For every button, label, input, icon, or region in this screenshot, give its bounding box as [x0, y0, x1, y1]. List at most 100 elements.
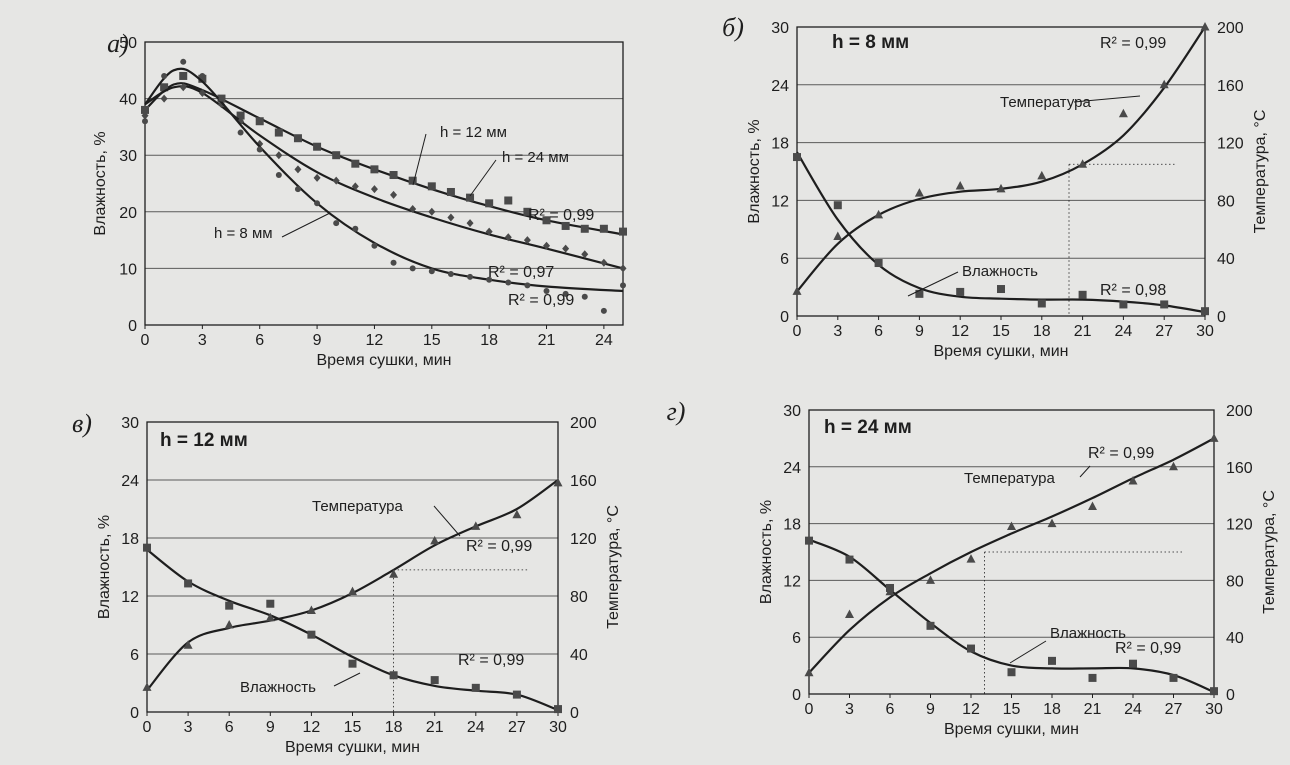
x-tick-label: 27: [1155, 323, 1173, 340]
data-point-square: [967, 644, 975, 653]
data-point-triangle: [224, 620, 234, 629]
r-squared-label: R² = 0,98: [1100, 282, 1166, 299]
x-tick-label: 12: [303, 719, 321, 736]
chart-panel-a: 0 3 6 9 12 15 18 21 24 0 10 20 30 40 50 Время сушки, ми…: [92, 29, 627, 369]
data-point-square: [1169, 673, 1178, 682]
y2-axis-label: Температура, °C: [1252, 110, 1269, 234]
x-tick-label: 6: [874, 323, 883, 340]
data-point-circle: [428, 268, 435, 275]
y-tick-label: 10: [119, 261, 137, 278]
data-point-square: [313, 142, 322, 151]
data-point-triangle: [389, 569, 399, 578]
data-point-diamond: [217, 100, 225, 109]
data-point-square: [160, 83, 169, 92]
r-squared-label: R² = 0,97: [488, 264, 554, 281]
data-point-triangle: [142, 682, 152, 691]
y2-tick-label: 0: [1217, 309, 1226, 326]
r-squared-label: R² = 0,99: [528, 207, 594, 224]
x-tick-label: 0: [793, 323, 802, 340]
data-point-triangle: [1169, 461, 1178, 471]
r-squared-label: R² = 0,99: [458, 652, 524, 669]
data-point-triangle: [1118, 108, 1128, 118]
x-tick-label: 9: [266, 719, 275, 736]
x-tick-label: 12: [962, 701, 980, 718]
y2-tick-label: 80: [1217, 193, 1235, 210]
panel-letter: в): [72, 409, 92, 438]
trend-line-triangle: [796, 26, 1206, 293]
y-axis-label: Влажность, %: [758, 500, 775, 604]
data-point-triangle: [512, 509, 522, 519]
data-point-diamond: [485, 227, 493, 236]
x-tick-label: 18: [1033, 323, 1051, 340]
x-tick-label: 15: [1003, 701, 1021, 718]
x-tick-label: 18: [385, 719, 403, 736]
y2-tick-label: 160: [570, 473, 597, 490]
data-point-diamond: [370, 185, 378, 194]
data-point-triangle: [1037, 170, 1047, 180]
data-point-circle: [371, 242, 378, 249]
data-point-square: [504, 196, 513, 205]
y-tick-label: 18: [771, 136, 789, 153]
trend-line-square: [796, 151, 1206, 314]
x-tick-label: 9: [915, 323, 924, 340]
x-tick-label: 18: [480, 332, 498, 349]
data-point-square: [956, 287, 965, 296]
data-point-diamond: [294, 165, 302, 174]
y2-axis-label: Температура, °C: [605, 505, 622, 629]
y2-tick-label: 120: [570, 531, 597, 548]
data-point-diamond: [581, 250, 589, 259]
x-tick-label: 6: [255, 332, 264, 349]
y-tick-label: 20: [119, 205, 137, 222]
data-point-triangle: [430, 535, 440, 545]
trend-line-square: [808, 538, 1215, 694]
series-label: h = 8 мм: [214, 225, 273, 242]
y-tick-label: 24: [121, 473, 139, 490]
y-axis-label: Влажность, %: [92, 131, 109, 235]
leader-line: [412, 133, 427, 186]
data-point-triangle: [804, 667, 814, 677]
r-squared-label: R² = 0,99: [1088, 445, 1154, 462]
data-point-circle: [294, 186, 301, 193]
y-tick-label: 0: [128, 318, 137, 335]
series-label: Влажность: [962, 263, 1038, 280]
x-tick-label: 12: [366, 332, 384, 349]
x-tick-label: 24: [595, 332, 613, 349]
data-point-square: [512, 690, 521, 699]
x-tick-label: 9: [926, 701, 935, 718]
x-tick-label: 0: [805, 701, 814, 718]
data-point-diamond: [428, 207, 436, 216]
data-point-square: [293, 134, 302, 143]
y2-tick-label: 160: [1217, 78, 1244, 95]
data-point-diamond: [275, 151, 283, 160]
data-point-triangle: [966, 554, 976, 563]
y-tick-label: 24: [783, 460, 801, 477]
y-tick-label: 30: [783, 403, 801, 420]
data-point-diamond: [562, 244, 570, 253]
x-tick-label: 18: [1043, 701, 1061, 718]
data-point-square: [274, 128, 283, 137]
x-tick-label: 30: [1205, 701, 1223, 718]
x-tick-label: 3: [184, 719, 193, 736]
y2-tick-label: 0: [570, 705, 579, 722]
data-point-triangle: [874, 209, 884, 219]
data-point-square: [141, 105, 149, 114]
data-point-diamond: [447, 213, 455, 222]
data-point-triangle: [1209, 433, 1219, 442]
data-point-diamond: [390, 190, 398, 199]
panel-title: h = 8 мм: [832, 32, 909, 53]
x-tick-label: 24: [1115, 323, 1133, 340]
chart-panel-g: 0 3 6 9 12 15 18 21 24 27 300612182430040801201602…: [667, 397, 1278, 738]
leader-line: [433, 505, 461, 537]
data-point-square: [466, 193, 475, 202]
x-tick-label: 30: [1196, 323, 1214, 340]
data-point-square: [1007, 668, 1016, 677]
y2-tick-label: 80: [570, 589, 588, 606]
y2-tick-label: 120: [1226, 517, 1253, 534]
data-point-circle: [314, 200, 321, 207]
y-tick-label: 12: [771, 193, 789, 210]
data-point-square: [430, 676, 439, 685]
data-point-square: [833, 201, 842, 210]
data-point-circle: [237, 129, 244, 136]
data-point-square: [255, 117, 264, 126]
